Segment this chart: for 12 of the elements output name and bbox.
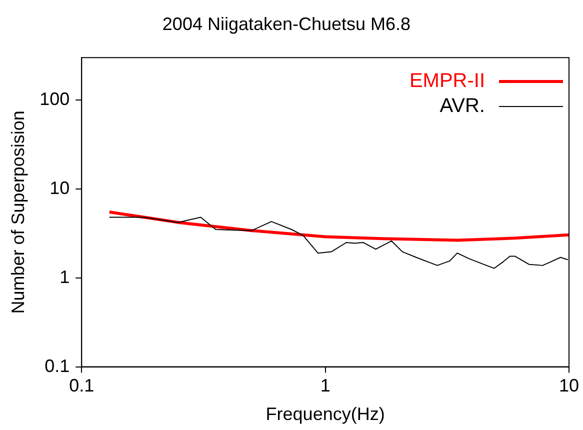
y-tick-label: 10 xyxy=(50,178,70,198)
y-tick-label: 1 xyxy=(60,266,70,287)
x-tick-label: 10 xyxy=(558,376,580,396)
legend-label: AVR. xyxy=(440,95,485,118)
x-tick-label: 0.1 xyxy=(69,376,94,396)
chart-title: 2004 Niigataken-Chuetsu M6.8 xyxy=(162,14,411,34)
y-axis-title: Number of Superposision xyxy=(8,110,28,314)
x-axis-title: Frequency(Hz) xyxy=(266,404,385,424)
legend-label: EMPR-II xyxy=(409,70,485,93)
x-tick-label: 1 xyxy=(320,376,330,396)
y-tick-label: 0.1 xyxy=(44,356,70,376)
y-tick-label: 100 xyxy=(40,88,70,109)
